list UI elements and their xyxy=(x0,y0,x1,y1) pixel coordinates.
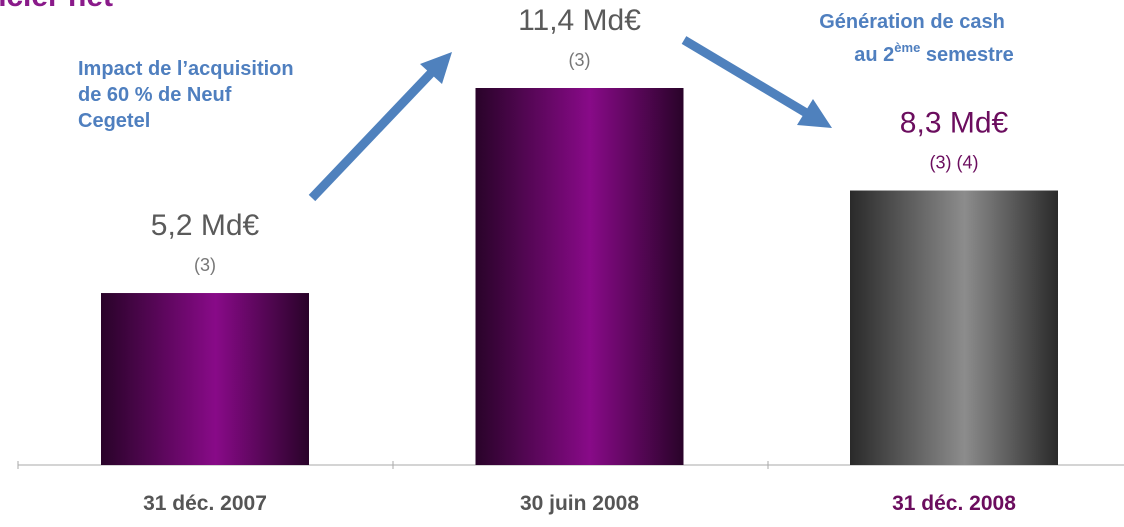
annotation-part: au 2 xyxy=(854,44,894,66)
annotation-sup: ème xyxy=(894,40,920,55)
x-tick-label: 31 déc. 2008 xyxy=(892,492,1016,515)
bar xyxy=(475,88,684,465)
bar xyxy=(850,190,1058,465)
arrow xyxy=(681,36,832,128)
chart-title: ncier net xyxy=(0,0,113,13)
note-label: (3) xyxy=(569,50,591,70)
annotation: Impact de l’acquisition xyxy=(78,58,294,80)
value-label: 8,3 Md€ xyxy=(900,107,1009,140)
note-label: (3) xyxy=(194,255,216,275)
bar xyxy=(101,293,309,465)
arrow xyxy=(308,52,452,202)
x-tick-label: 30 juin 2008 xyxy=(520,492,639,515)
annotation-part: semestre xyxy=(920,44,1013,66)
annotation: de 60 % de Neuf xyxy=(78,84,232,106)
annotation: Cegetel xyxy=(78,110,150,132)
annotation: au 2ème semestre xyxy=(854,40,1013,66)
value-label: 11,4 Md€ xyxy=(518,4,641,37)
annotation: Génération de cash xyxy=(819,11,1005,33)
value-label: 5,2 Md€ xyxy=(151,209,260,242)
x-tick-label: 31 déc. 2007 xyxy=(143,492,267,515)
note-label: (3) (4) xyxy=(930,153,979,173)
